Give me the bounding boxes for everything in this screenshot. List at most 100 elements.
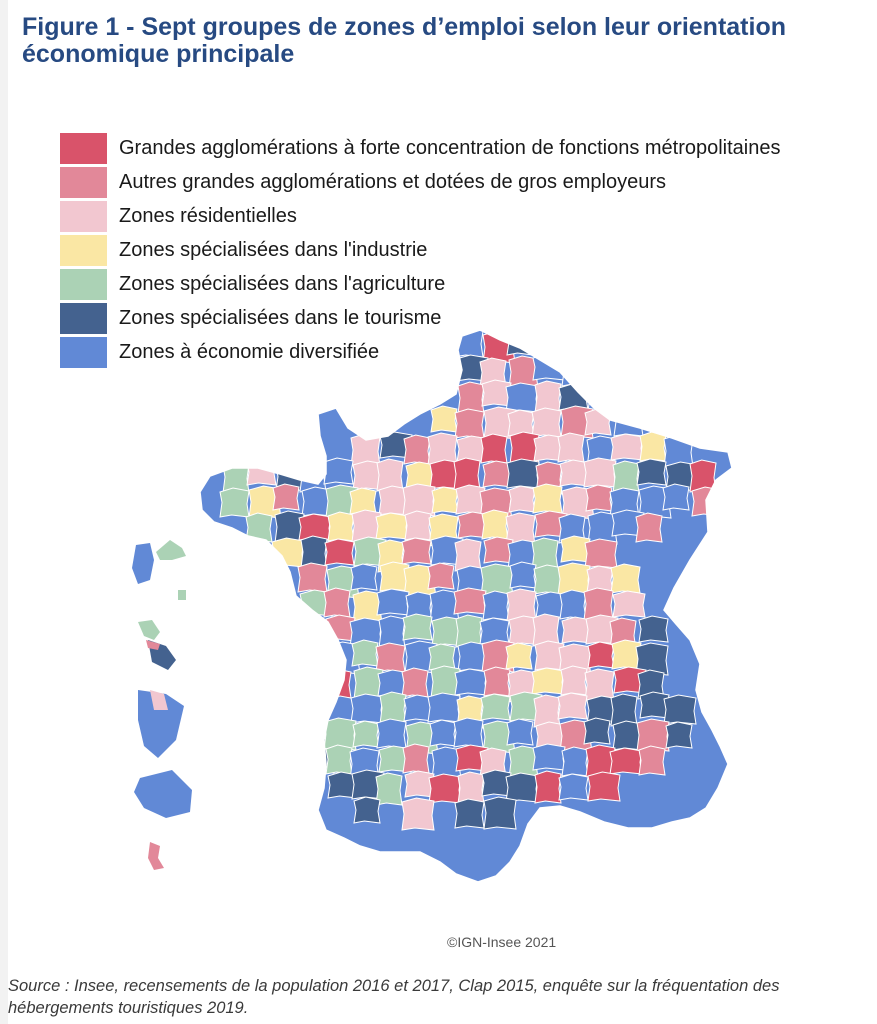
zone-tourism (505, 772, 539, 803)
zone-diversified (350, 563, 378, 591)
zone-metropolitan (324, 538, 355, 566)
guyane-coast (150, 690, 168, 710)
zone-large-agglomerations (585, 484, 613, 512)
zone-large-agglomerations (297, 562, 328, 593)
zone-diversified (482, 590, 510, 621)
guadeloupe-islet (178, 590, 186, 600)
zone-agriculture (245, 512, 273, 543)
zone-industry (505, 642, 533, 670)
zone-large-agglomerations (535, 331, 566, 362)
zone-agriculture (219, 487, 250, 518)
zone-residential (456, 435, 490, 463)
zone-metropolitan (428, 773, 462, 804)
zone-diversified (377, 669, 411, 697)
zone-residential (583, 457, 617, 488)
map-copyright: ©IGN-Insee 2021 (447, 934, 557, 950)
legend-label-large-agglomerations: Autres grandes agglomérations et dotées … (119, 170, 666, 193)
zone-large-agglomerations (401, 667, 429, 698)
legend-label-tourism: Zones spécialisées dans le tourisme (119, 306, 442, 329)
zone-industry (531, 667, 565, 695)
zone-large-agglomerations (272, 483, 300, 511)
legend-swatch-tourism (60, 302, 107, 334)
zone-agriculture (352, 720, 380, 748)
zone-industry (430, 405, 458, 433)
zone-diversified (559, 589, 587, 620)
legend-item-residential: Zones résidentielles (60, 199, 781, 233)
zone-large-agglomerations (483, 666, 511, 697)
martinique-north (138, 620, 160, 640)
zone-residential (507, 409, 535, 437)
zone-metropolitan (587, 771, 621, 802)
zone-diversified (427, 692, 461, 723)
zone-large-agglomerations (638, 745, 666, 776)
zone-diversified (532, 743, 566, 771)
zone-industry (639, 431, 667, 462)
zone-tourism (353, 796, 381, 824)
legend-item-large-agglomerations: Autres grandes agglomérations et dotées … (60, 165, 781, 199)
zone-large-agglomerations (453, 587, 487, 615)
mayotte-island (148, 842, 164, 870)
metropolitan-france (200, 330, 732, 882)
legend-swatch-large-agglomerations (60, 166, 107, 198)
zone-residential (455, 484, 486, 515)
zone-tourism (665, 721, 693, 749)
zone-large-agglomerations (403, 434, 431, 465)
zone-agriculture (428, 643, 456, 671)
zone-tourism (506, 330, 534, 356)
zone-residential (533, 434, 567, 462)
zone-diversified (453, 717, 484, 748)
zone-residential (531, 407, 562, 438)
zone-agriculture (378, 745, 412, 773)
legend-label-residential: Zones résidentielles (119, 204, 297, 227)
zone-large-agglomerations (402, 743, 430, 774)
zone-residential (534, 640, 565, 671)
zone-large-agglomerations (635, 512, 663, 543)
zone-tourism (635, 642, 669, 676)
zone-large-agglomerations (401, 537, 432, 565)
legend-swatch-residential (60, 200, 107, 232)
zone-large-agglomerations (375, 642, 406, 673)
zone-large-agglomerations (636, 718, 670, 752)
zone-diversified (376, 718, 407, 749)
zone-large-agglomerations (454, 408, 485, 439)
zone-residential (557, 432, 585, 463)
left-margin-rule (0, 0, 8, 1024)
zone-agriculture (402, 613, 433, 641)
zone-residential (584, 408, 612, 436)
zone-industry (481, 509, 509, 540)
zone-diversified (561, 356, 589, 387)
france-employment-zones-map (132, 329, 733, 883)
zone-industry (349, 487, 377, 515)
zone-tourism (583, 717, 611, 745)
legend-swatch-industry (60, 234, 107, 266)
zone-industry (271, 537, 305, 568)
zone-large-agglomerations (427, 562, 455, 590)
map-legend: Grandes agglomérations à forte concentra… (60, 131, 781, 369)
zone-metropolitan (587, 641, 615, 669)
zone-tourism (636, 458, 667, 486)
zone-industry (379, 561, 410, 592)
zone-agriculture (351, 639, 379, 667)
zone-large-agglomerations (457, 511, 491, 539)
zone-diversified (561, 746, 589, 777)
legend-item-diversified: Zones à économie diversifiée (60, 335, 781, 369)
overseas-territories (132, 540, 192, 870)
zone-diversified (509, 561, 537, 589)
zone-industry (375, 512, 409, 540)
zone-diversified (535, 591, 569, 619)
zone-agriculture (325, 744, 353, 775)
legend-label-metropolitan: Grandes agglomérations à forte concentra… (119, 136, 781, 159)
zone-residential (404, 510, 432, 541)
zone-diversified (376, 588, 410, 616)
zone-tourism (483, 796, 517, 830)
zone-metropolitan (480, 433, 508, 464)
legend-swatch-metropolitan (60, 132, 107, 164)
zone-tourism (663, 694, 697, 725)
zone-diversified (662, 483, 690, 511)
legend-item-agriculture: Zones spécialisées dans l'agriculture (60, 267, 781, 301)
zone-diversified (505, 382, 539, 413)
legend-label-diversified: Zones à économie diversifiée (119, 340, 380, 363)
zone-diversified (454, 668, 488, 696)
legend-swatch-diversified (60, 336, 107, 368)
zone-diversified (506, 718, 534, 746)
